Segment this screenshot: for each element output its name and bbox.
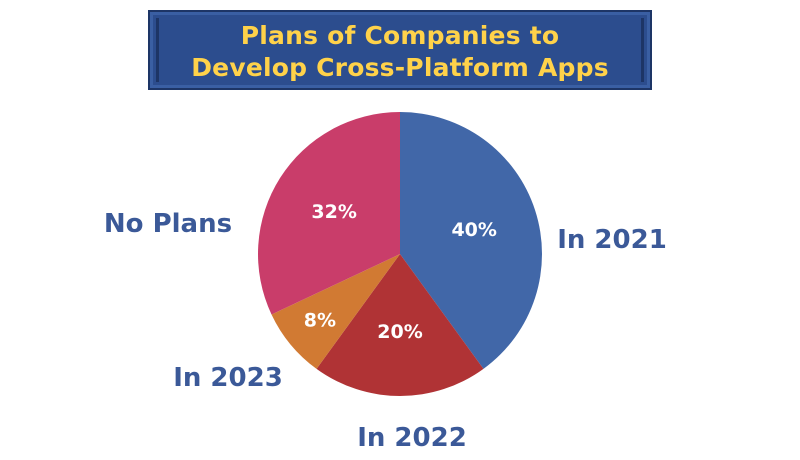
pie-category-label: In 2022 — [357, 423, 467, 453]
pie-percent-label: 8% — [304, 309, 336, 331]
pie-percent-labels: 40% 20% 8% 32% — [304, 201, 497, 343]
pie-category-label: In 2023 — [173, 363, 283, 393]
pie-slices — [258, 111, 542, 396]
pie-percent-label: 40% — [451, 219, 496, 241]
title-banner: Plans of Companies to Develop Cross-Plat… — [148, 10, 652, 90]
chart-title-line-2: Develop Cross-Platform Apps — [191, 53, 609, 82]
pie-slice-no-plans — [258, 111, 400, 315]
pie-percent-label: 20% — [377, 321, 422, 343]
pie-category-label: No Plans — [104, 209, 232, 239]
pie-category-labels: In 2021 In 2022 In 2023 No Plans — [104, 209, 667, 453]
pie-slice-in-2021 — [400, 112, 542, 369]
pie-slice-in-2022 — [316, 254, 484, 396]
pie-percent-label: 32% — [311, 201, 356, 223]
chart-title-line-1: Plans of Companies to — [240, 21, 560, 50]
pie-category-label: In 2021 — [557, 225, 667, 255]
pie-slice-in-2023 — [271, 254, 400, 369]
